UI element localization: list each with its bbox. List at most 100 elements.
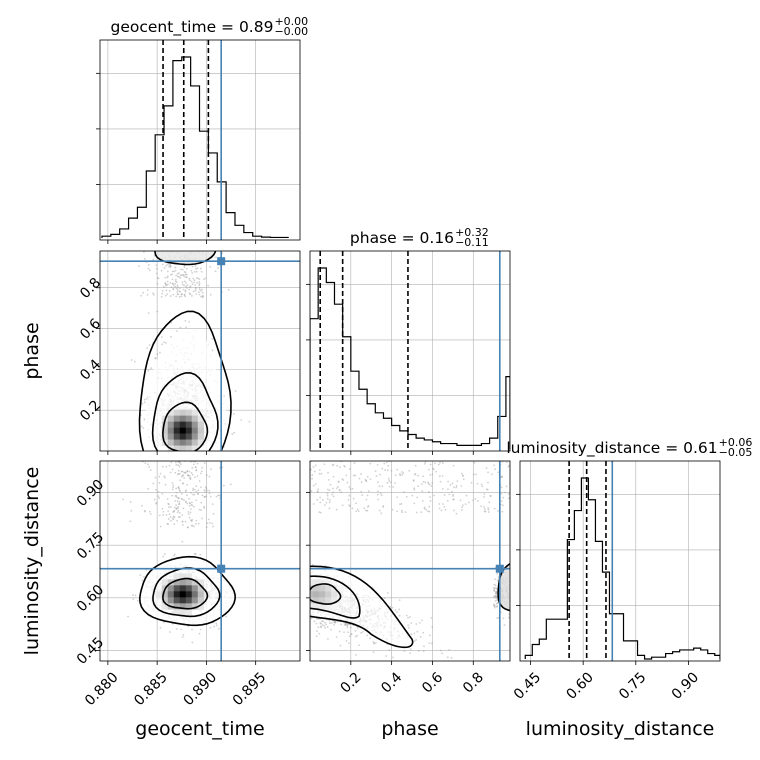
sample-point: [394, 482, 396, 484]
sample-point: [428, 510, 431, 513]
sample-point: [452, 495, 454, 497]
sample-point: [169, 263, 171, 266]
sample-point: [495, 605, 498, 608]
sample-point: [381, 467, 384, 470]
sample-point: [482, 496, 485, 498]
sample-point: [187, 625, 190, 628]
sample-point: [189, 474, 191, 477]
sample-point: [174, 269, 177, 272]
sample-point: [337, 480, 340, 483]
density-cell: [173, 573, 181, 580]
sample-point: [493, 594, 496, 597]
sample-point: [168, 506, 170, 508]
sample-point: [197, 291, 200, 294]
density-cell: [185, 439, 193, 446]
density-cell: [185, 409, 193, 416]
sample-point: [365, 480, 368, 482]
sample-point: [184, 520, 187, 523]
sample-point: [500, 486, 503, 489]
sample-point: [162, 555, 165, 558]
sample-point: [175, 507, 178, 510]
density-cell: [161, 421, 169, 428]
sample-point: [493, 606, 496, 609]
density-cell: [191, 585, 199, 592]
sample-point: [419, 621, 421, 624]
sample-point: [326, 637, 329, 640]
sample-point: [394, 474, 397, 477]
sample-point: [487, 511, 490, 513]
sample-point: [170, 519, 172, 522]
sample-point: [162, 514, 165, 516]
sample-point: [240, 419, 243, 421]
sample-point: [191, 473, 194, 476]
density-cell: [295, 585, 301, 591]
sample-point: [496, 617, 499, 620]
sample-point: [385, 655, 387, 657]
sample-point: [154, 476, 157, 479]
sample-point: [177, 497, 180, 500]
sample-point: [206, 522, 209, 525]
sample-point: [172, 486, 175, 489]
sample-point: [341, 504, 344, 507]
sample-point: [222, 484, 225, 487]
sample-point: [174, 495, 177, 497]
sample-point: [144, 510, 146, 513]
sample-point: [177, 486, 180, 489]
sample-point: [178, 487, 181, 490]
sample-point: [184, 295, 187, 298]
y-axis-label-phase: phase: [21, 322, 43, 379]
sample-point: [171, 273, 174, 276]
sample-point: [189, 508, 192, 511]
sample-point: [412, 479, 415, 482]
sample-point: [159, 525, 162, 528]
sample-point: [141, 402, 144, 405]
sample-point: [394, 609, 397, 611]
sample-point: [483, 508, 486, 511]
sample-point: [332, 475, 335, 478]
sample-point: [208, 489, 211, 492]
sample-point: [192, 489, 194, 491]
sample-point: [180, 274, 183, 277]
hist-frame-phase: [309, 250, 511, 452]
sample-point: [340, 491, 343, 493]
sample-point: [160, 269, 163, 272]
sample-point: [197, 492, 199, 495]
sample-point: [174, 266, 177, 269]
sample-point: [332, 463, 335, 466]
sample-point: [381, 485, 384, 488]
sample-point: [129, 520, 132, 523]
x-tick-label: 0.2: [338, 669, 365, 696]
sample-point: [199, 472, 202, 475]
sample-point: [171, 517, 174, 520]
sample-point: [444, 508, 447, 511]
density-cell: [197, 591, 205, 598]
sample-point: [179, 274, 182, 276]
sample-point: [326, 497, 329, 500]
density-cell: [185, 585, 193, 592]
density-cell: [167, 415, 175, 422]
sample-point: [233, 431, 236, 434]
sample-point: [198, 508, 201, 511]
x-tick-label: 0.6: [419, 669, 446, 696]
y-axis-label-luminosity_distance: luminosity_distance: [21, 467, 43, 656]
sample-point: [408, 616, 411, 618]
sample-point: [203, 495, 206, 498]
sample-point: [450, 657, 453, 659]
sample-point: [205, 490, 208, 492]
sample-point: [369, 637, 371, 640]
sample-point: [163, 267, 166, 269]
sample-point: [199, 628, 202, 631]
sample-point: [183, 294, 186, 297]
sample-point: [480, 505, 483, 508]
contour-line: [310, 565, 414, 649]
sample-point: [339, 466, 341, 469]
sample-point: [181, 636, 184, 638]
sample-point: [163, 621, 165, 624]
density-cell: [289, 597, 295, 603]
sample-point: [452, 509, 455, 512]
sample-point: [204, 486, 207, 488]
sample-point: [166, 275, 169, 278]
sample-point: [160, 295, 163, 298]
sample-point: [234, 390, 237, 392]
sample-point: [401, 474, 404, 476]
